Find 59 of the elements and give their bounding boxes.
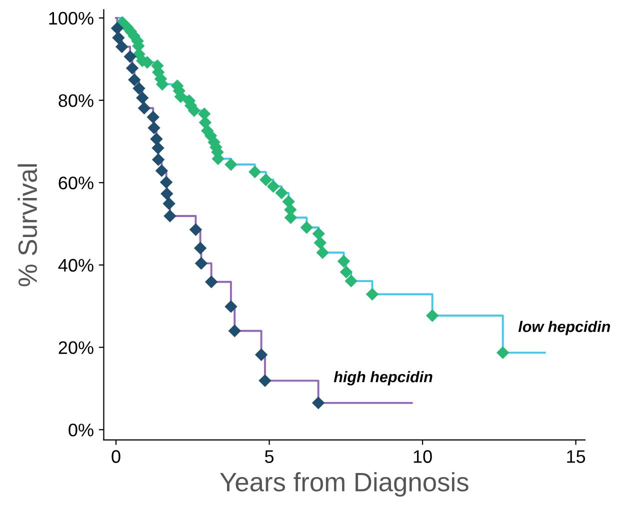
y-tick-label: 60% [58,176,94,190]
point [260,173,272,186]
series-label: low hepcidin [518,320,610,336]
point [162,197,176,210]
point [189,223,202,236]
point [258,374,272,388]
point [337,254,350,268]
y-tick-label: 100% [49,12,94,25]
point [198,116,212,129]
point [300,221,314,234]
point [194,256,208,270]
point [340,266,353,278]
point [152,142,164,154]
point [312,396,325,410]
point [496,346,510,360]
point [366,288,379,301]
point [164,210,176,222]
point [188,104,201,117]
point [314,236,327,250]
point [152,153,165,166]
point [138,102,151,114]
series-label: high hepcidin [334,371,432,386]
x-tick-label: 0 [112,450,120,463]
x-tick-label: 10 [414,450,432,463]
point [148,122,160,134]
point [146,110,160,124]
y-axis-title: % Survival [18,164,38,286]
point [312,227,325,240]
point [132,82,146,95]
x-axis-title: Years from Diagnosis [220,472,468,497]
point [228,324,241,338]
point [194,242,207,254]
point [115,40,128,54]
point [112,31,125,44]
x-tick-label: 15 [567,450,586,463]
y-tick-label: 40% [58,258,94,272]
point [204,276,218,288]
point [110,22,124,35]
x-tick-label: 5 [264,450,274,463]
point [155,164,168,178]
point [224,158,238,171]
point [128,73,141,86]
point [224,300,238,313]
y-tick-label: 80% [58,94,94,108]
point [426,309,439,322]
point [344,274,358,288]
point [160,176,173,189]
point [160,187,174,200]
point [150,132,163,146]
point [248,166,262,178]
y-tick-label: 20% [58,341,94,354]
point [254,348,268,362]
point [275,186,288,200]
point [124,50,136,64]
point [136,91,149,104]
point [316,246,329,259]
point [126,62,139,75]
y-tick-label: 0% [68,424,94,436]
point [266,180,280,193]
